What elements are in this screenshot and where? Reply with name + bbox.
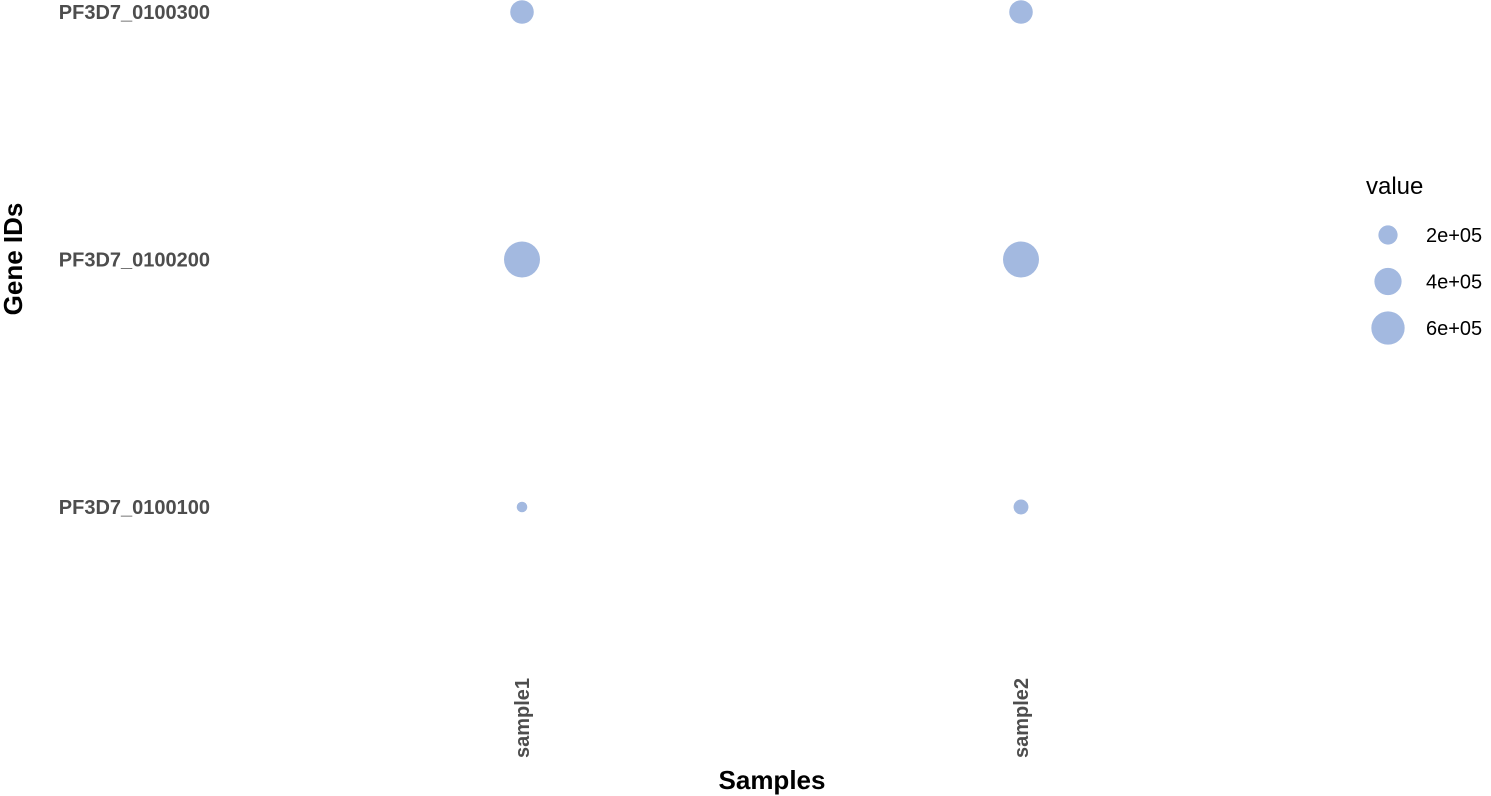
data-point-sample2-PF3D7_0100100 xyxy=(1013,499,1029,515)
points-layer xyxy=(504,0,1039,515)
legend-entries: 2e+05 4e+05 6e+05 xyxy=(1371,225,1482,345)
x-axis-ticks: sample1 sample2 xyxy=(512,678,1033,758)
legend-title: value xyxy=(1366,173,1423,200)
legend-key-circle xyxy=(1378,225,1398,245)
data-point-sample2-PF3D7_0100200 xyxy=(1003,241,1039,278)
y-tick-label: PF3D7_0100100 xyxy=(59,497,210,519)
data-point-sample1-PF3D7_0100200 xyxy=(504,241,540,278)
legend: value 2e+05 4e+05 6e+05 xyxy=(1366,173,1482,345)
legend-entry-label: 2e+05 xyxy=(1426,225,1482,247)
legend-entry-label: 6e+05 xyxy=(1426,318,1482,340)
x-tick-label: sample1 xyxy=(512,678,534,758)
y-axis-title: Gene IDs xyxy=(0,203,28,316)
legend-key-circle xyxy=(1374,267,1402,296)
x-axis-title: Samples xyxy=(719,765,826,795)
x-tick-label: sample2 xyxy=(1011,678,1033,758)
y-tick-label: PF3D7_0100200 xyxy=(59,250,210,272)
data-point-sample2-PF3D7_0100300 xyxy=(1009,0,1033,24)
legend-key-circle xyxy=(1371,311,1405,345)
data-point-sample1-PF3D7_0100300 xyxy=(510,0,534,24)
legend-entry-label: 4e+05 xyxy=(1426,272,1482,294)
data-point-sample1-PF3D7_0100100 xyxy=(516,501,528,513)
y-axis-ticks: PF3D7_0100100 PF3D7_0100200 PF3D7_0100300 xyxy=(59,2,210,519)
y-tick-label: PF3D7_0100300 xyxy=(59,2,210,24)
